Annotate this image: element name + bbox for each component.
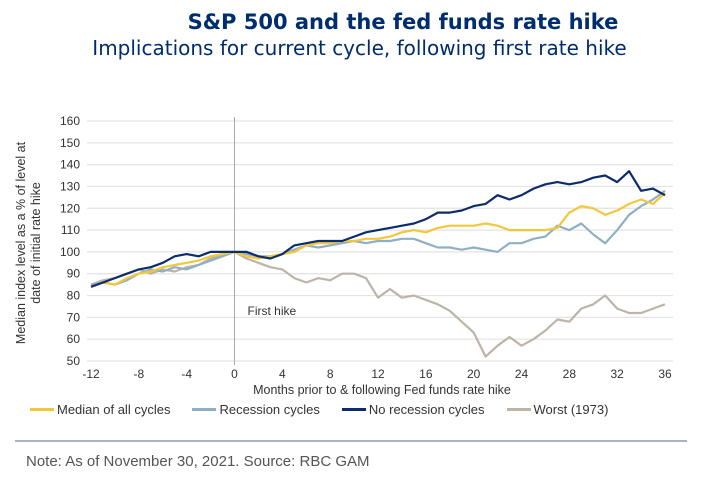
legend-item: Median of all cycles	[30, 402, 170, 417]
divider	[15, 440, 687, 442]
legend-swatch	[30, 408, 54, 411]
legend-swatch	[506, 408, 531, 411]
chart-title: S&P 500 and the fed funds rate hike	[187, 10, 619, 34]
line-chart: 50 60 70 80 90 100 110 120 130 140 150 160 -12 -8 -4 0…	[14, 114, 673, 397]
y-tick-label: 50	[67, 354, 81, 368]
legend-item: Worst (1973)	[506, 402, 609, 417]
legend-swatch	[192, 408, 217, 411]
y-tick-label: 100	[60, 245, 80, 259]
first-hike-annotation: First hike	[248, 304, 297, 318]
x-tick-label: 24	[515, 367, 529, 381]
x-tick-label: 12	[371, 367, 385, 381]
y-tick-label: 120	[60, 201, 80, 215]
chart-title-block: S&P 500 and the fed funds rate hike Impl…	[0, 10, 711, 60]
legend-label: Median of all cycles	[57, 402, 171, 417]
y-tick-label: 110	[61, 223, 80, 237]
y-tick-label: 160	[60, 114, 80, 128]
legend-label: No recession cycles	[368, 402, 485, 417]
x-axis-label: Months prior to & following Fed funds ra…	[253, 383, 511, 397]
x-tick-label: 0	[231, 367, 238, 381]
y-axis-label-line1: Median index level as a % of level at	[14, 141, 28, 344]
y-tick-labels: 50 60 70 80 90 100 110 120 130 140 150 160	[60, 114, 80, 368]
y-tick-label: 60	[67, 332, 81, 346]
x-tick-label: -4	[181, 367, 192, 381]
x-tick-label: 16	[419, 367, 433, 381]
x-tick-label: -8	[133, 367, 144, 381]
x-tick-label: 8	[327, 367, 334, 381]
legend-label: Recession cycles	[219, 402, 320, 417]
chart-subtitle: Implications for current cycle, followin…	[92, 36, 627, 60]
x-tick-label: 28	[563, 367, 577, 381]
x-tick-labels: -12 -8 -4 0 4 8 12 16 20 24 28 32 36	[82, 367, 672, 381]
legend-label: Worst (1973)	[533, 402, 609, 417]
series-line-worst-1973	[90, 250, 666, 358]
y-tick-label: 130	[60, 179, 80, 193]
series-line-recession-cycles	[90, 189, 666, 286]
y-axis-label-line2: date of initial rate hike	[29, 182, 43, 304]
x-tick-label: 32	[610, 367, 624, 381]
y-tick-label: 90	[67, 267, 81, 281]
legend-item: Recession cycles	[192, 402, 320, 417]
legend-item: No recession cycles	[341, 402, 485, 417]
series-line-no-recession-cycles	[90, 170, 666, 288]
x-tick-label: 4	[279, 367, 286, 381]
series-lines	[90, 170, 666, 358]
y-tick-label: 80	[67, 289, 81, 303]
series-line-median-of-all-cycles	[90, 192, 666, 288]
y-tick-label: 70	[67, 310, 81, 324]
legend-swatch	[341, 408, 366, 411]
x-tick-label: 36	[658, 367, 672, 381]
y-tick-label: 140	[60, 158, 80, 172]
x-tick-label: 20	[467, 367, 481, 381]
y-tick-label: 150	[60, 136, 80, 150]
x-tick-label: -12	[82, 367, 100, 381]
source-note: Note: As of November 30, 2021. Source: R…	[26, 453, 370, 470]
chart-legend: Median of all cycles Recession cycles No r…	[30, 402, 608, 417]
